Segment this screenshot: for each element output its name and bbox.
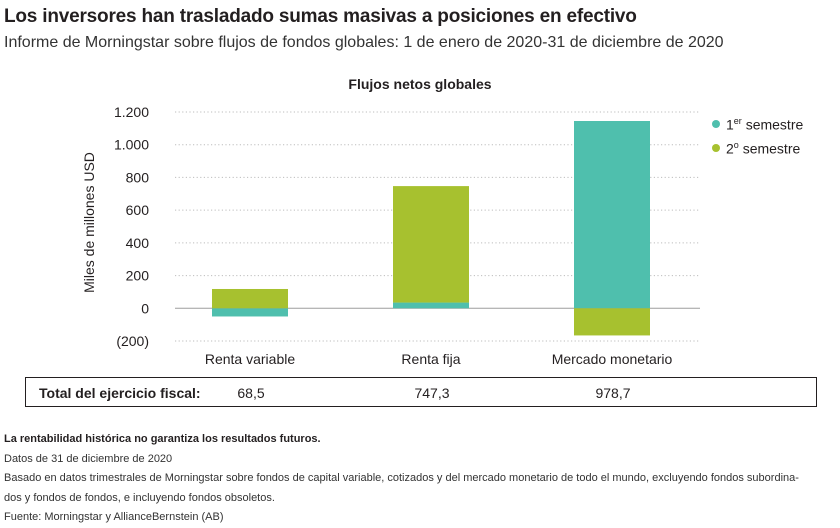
total-mercado-monetario: 978,7 [595,385,631,401]
date-note: Datos de 31 de diciembre de 2020 [4,452,173,465]
chart-title: Flujos netos globales [348,76,492,92]
annual-total-row: Total del ejercicio fiscal: 68,5 747,3 9… [25,377,817,407]
disclaimer-note: La rentabilidad histórica no garantiza l… [4,433,321,445]
legend-dot-series-2 [712,144,720,152]
y-tick-label-4: 600 [126,202,150,218]
source-note: Fuente: Morningstar y AllianceBernstein … [4,511,224,523]
bar-1-2 [574,120,650,309]
bar-2-1 [393,186,469,303]
bar-1-0 [212,308,288,317]
total-renta-variable: 68,5 [237,385,265,401]
y-tick-label-2: 200 [126,268,150,284]
total-renta-fija: 747,3 [414,385,450,401]
y-tick-label-0: (200) [116,333,149,349]
footnotes: La rentabilidad histórica no garantiza l… [4,430,838,528]
page-subtitle: Informe de Morningstar sobre flujos de f… [4,34,724,51]
annual-total-label: Total del ejercicio fiscal: [39,385,201,401]
legend-item-series-2: 2o semestre [712,136,803,160]
methodology-note-line-1: Basado en datos trimestrales de Mornings… [4,472,799,484]
legend-label-series-2: 2o semestre [726,139,801,157]
stacked-bar-chart: (200) 0 200 400 600 800 1.000 1.200 Miles de mil… [81,104,700,367]
chart-legend: 1er semestre 2o semestre [712,112,803,160]
legend-item-series-1: 1er semestre [712,112,803,136]
legend-dot-series-1 [712,120,720,128]
bar-2-0 [212,288,288,309]
page-title: Los inversores han trasladado sumas masi… [4,6,637,27]
bar-2-2 [574,308,650,336]
y-tick-label-5: 800 [126,169,150,185]
y-tick-label-3: 400 [126,235,150,251]
category-label-2: Mercado monetario [552,351,673,367]
bar-1-1 [393,302,469,309]
y-axis-label: Miles de millones USD [81,152,97,293]
methodology-note-line-2: dos y fondos de fondos, e incluyendo fon… [4,491,275,504]
category-label-1: Renta fija [401,351,460,367]
y-tick-label-1: 0 [141,300,149,316]
y-tick-label-7: 1.200 [114,104,149,120]
legend-label-series-1: 1er semestre [726,115,804,133]
y-tick-label-6: 1.000 [114,137,149,153]
category-label-0: Renta variable [205,351,295,367]
